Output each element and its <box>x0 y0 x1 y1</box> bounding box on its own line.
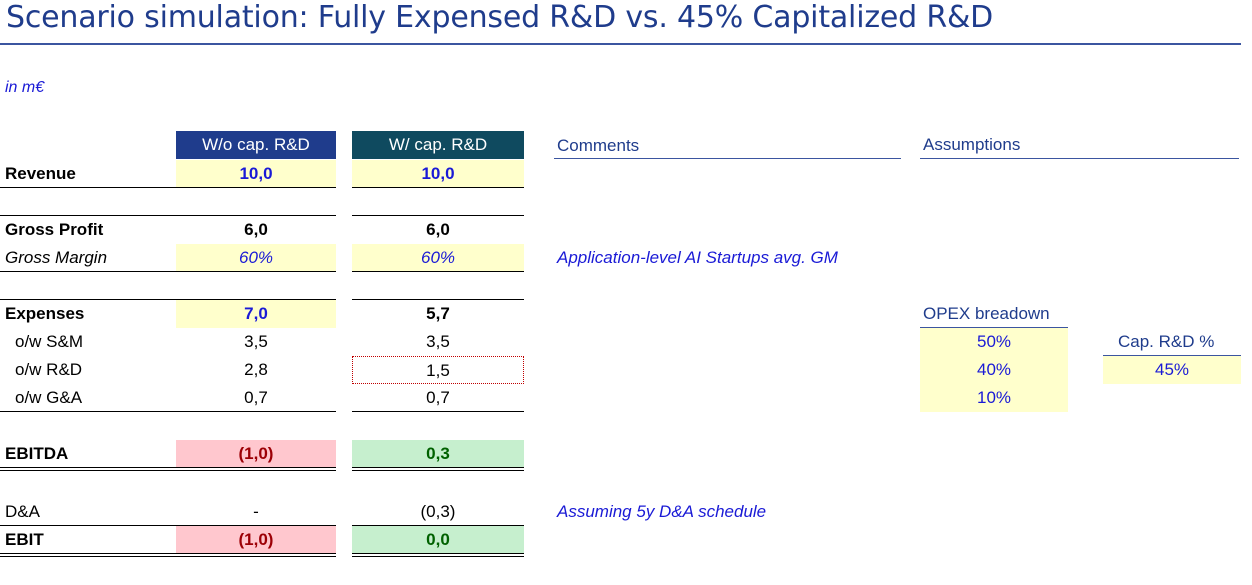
da-value-with-cap[interactable]: (0,3) <box>420 502 456 521</box>
sm-value-with-cap[interactable]: 3,5 <box>426 332 450 351</box>
row-border <box>352 187 524 188</box>
da-value-without-cap[interactable]: - <box>253 502 259 521</box>
assumptions-header: Assumptions <box>923 135 1021 154</box>
da-label: D&A <box>5 502 40 521</box>
row-border <box>352 299 524 300</box>
opex-breakdown-underline <box>920 327 1068 328</box>
opex-sm-share[interactable]: 50% <box>920 328 1068 356</box>
row-border <box>352 271 524 272</box>
column-header-with-cap[interactable]: W/ cap. R&D <box>352 131 524 159</box>
gross-margin-label: Gross Margin <box>5 248 108 267</box>
gross-margin-value-without-cap[interactable]: 60% <box>176 244 336 272</box>
row-border <box>0 187 336 188</box>
row-border <box>352 411 524 412</box>
ebit-value-with-cap[interactable]: 0,0 <box>352 526 524 554</box>
cap-rd-underline <box>1103 355 1241 356</box>
ga-label: o/w G&A <box>15 388 83 407</box>
row-border <box>352 525 524 526</box>
row-border <box>0 411 336 412</box>
unit-label: in m€ <box>5 79 45 96</box>
cap-rd-header: Cap. R&D % <box>1118 332 1215 351</box>
expenses-value-without-cap[interactable]: 7,0 <box>176 300 336 328</box>
opex-breakdown-header: OPEX breadown <box>923 304 1050 323</box>
revenue-value-without-cap[interactable]: 10,0 <box>176 160 336 188</box>
row-border <box>0 299 336 300</box>
sm-value-without-cap[interactable]: 3,5 <box>244 332 268 351</box>
comments-underline <box>554 158 901 159</box>
opex-rd-share[interactable]: 40% <box>920 356 1068 384</box>
column-header-without-cap[interactable]: W/o cap. R&D <box>176 131 336 159</box>
rd-value-without-cap[interactable]: 2,8 <box>244 360 268 379</box>
row-border <box>352 215 524 216</box>
row-double-border <box>0 467 336 471</box>
da-comment: Assuming 5y D&A schedule <box>557 502 767 521</box>
expenses-value-with-cap[interactable]: 5,7 <box>426 304 450 323</box>
gross-margin-comment: Application-level AI Startups avg. GM <box>557 248 838 267</box>
ga-value-without-cap[interactable]: 0,7 <box>244 388 268 407</box>
row-double-border <box>352 553 524 557</box>
ebit-label: EBIT <box>5 530 44 549</box>
revenue-value-with-cap[interactable]: 10,0 <box>352 160 524 188</box>
ebitda-value-without-cap[interactable]: (1,0) <box>176 440 336 468</box>
gross-profit-value-without-cap[interactable]: 6,0 <box>244 220 268 239</box>
title-underline <box>0 43 1241 45</box>
row-border <box>0 215 336 216</box>
ebit-value-without-cap[interactable]: (1,0) <box>176 526 336 554</box>
row-double-border <box>352 467 524 471</box>
sm-label: o/w S&M <box>15 332 84 351</box>
row-double-border <box>0 553 336 557</box>
cap-rd-value[interactable]: 45% <box>1103 356 1241 384</box>
row-border <box>0 525 336 526</box>
ebitda-label: EBITDA <box>5 444 69 463</box>
rd-value-with-cap[interactable]: 1,5 <box>352 356 524 384</box>
revenue-label: Revenue <box>5 164 76 183</box>
page-title: Scenario simulation: Fully Expensed R&D … <box>6 0 994 35</box>
ga-value-with-cap[interactable]: 0,7 <box>426 388 450 407</box>
expenses-label: Expenses <box>5 304 85 323</box>
ebitda-value-with-cap[interactable]: 0,3 <box>352 440 524 468</box>
gross-profit-label: Gross Profit <box>5 220 104 239</box>
assumptions-underline <box>920 158 1239 159</box>
row-border <box>0 271 336 272</box>
gross-margin-value-with-cap[interactable]: 60% <box>352 244 524 272</box>
rd-label: o/w R&D <box>15 360 83 379</box>
comments-header: Comments <box>557 136 640 155</box>
opex-ga-share[interactable]: 10% <box>920 384 1068 412</box>
gross-profit-value-with-cap[interactable]: 6,0 <box>426 220 450 239</box>
